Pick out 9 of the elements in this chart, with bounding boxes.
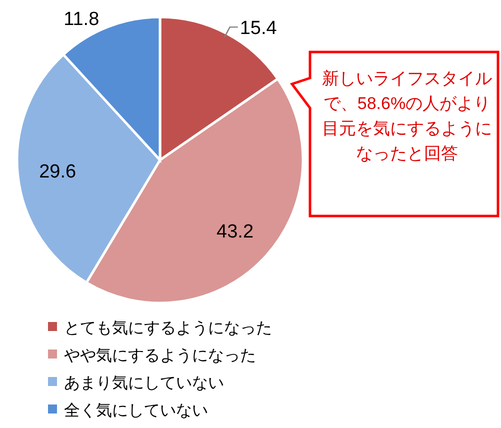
legend-label: とても気にするようになった — [64, 320, 272, 337]
data-label: 11.8 — [64, 9, 100, 30]
data-label: 15.4 — [240, 18, 278, 40]
legend-label: 全く気にしていない — [64, 402, 208, 420]
legend-label: あまり気にしていない — [64, 375, 224, 392]
text: 新しいライフスタイルで、58.6%の人がより目元を気にするようになったと回答 — [322, 68, 492, 165]
legend-label: やや気にするようになった — [64, 348, 256, 364]
data-label: 29.6 — [39, 161, 76, 182]
data-label: 43.2 — [216, 221, 254, 242]
